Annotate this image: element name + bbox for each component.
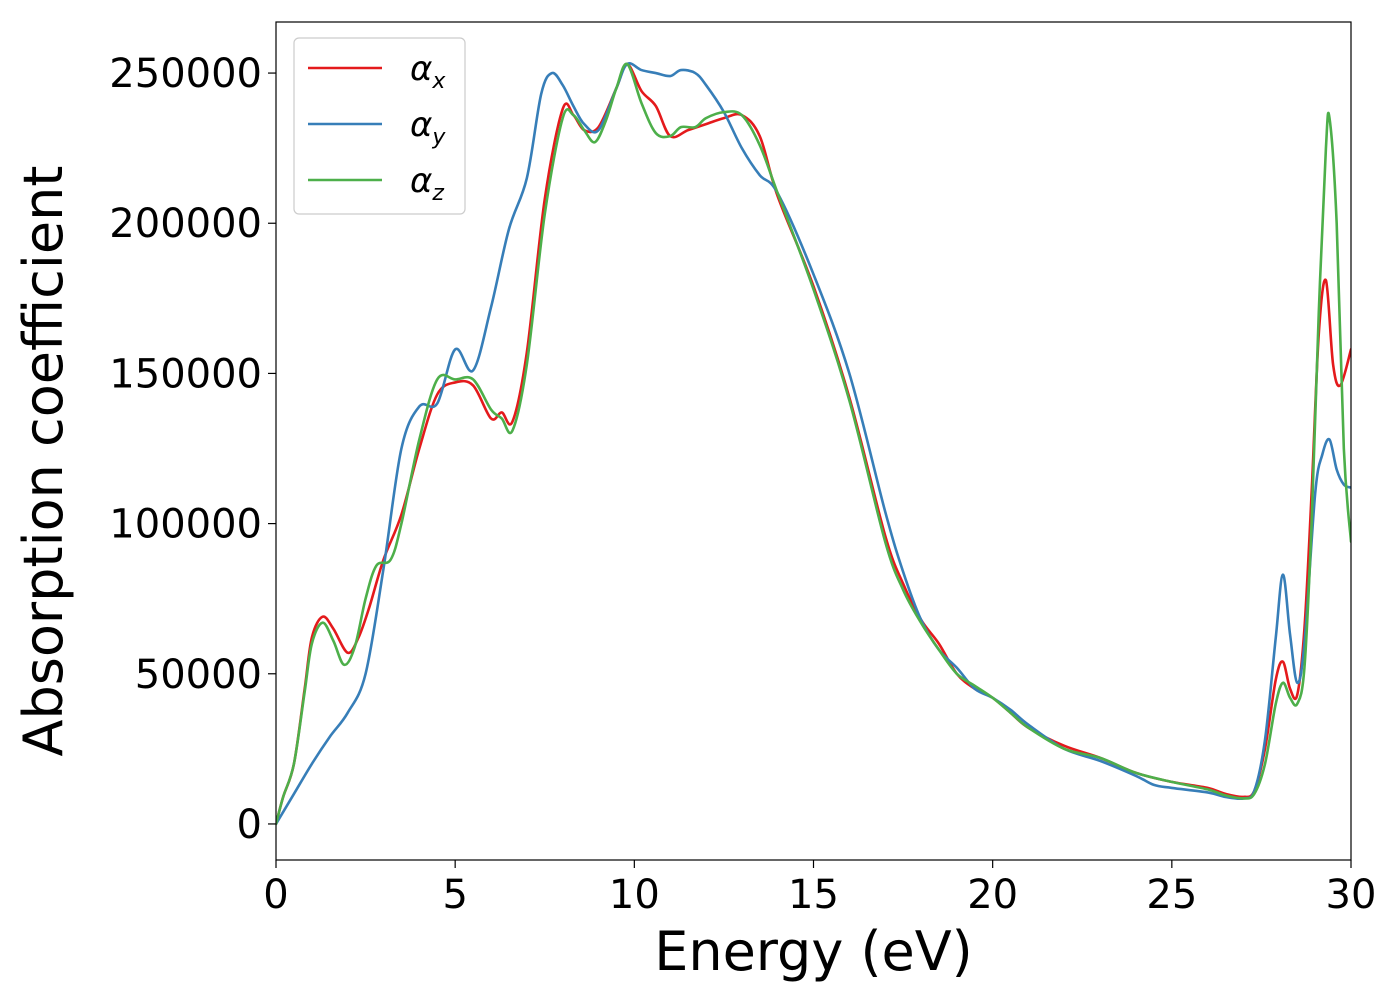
y-tick-label: 250000 [109,51,262,97]
x-tick-label: 15 [788,872,839,918]
y-tick-label: 150000 [109,351,262,397]
x-tick-label: 30 [1326,872,1377,918]
x-tick-label: 5 [442,872,467,918]
legend-label: αx [410,49,446,94]
y-tick-label: 100000 [109,502,262,548]
legend-box [293,37,466,215]
y-axis-ticks: 0 50000 100000 150000 200000 250000 [109,51,276,848]
y-tick-label: 200000 [109,201,262,247]
series-layer [276,62,1351,826]
y-axis-title: Absorption coefficient [12,166,75,757]
x-axis-title: Energy (eV) [654,920,973,983]
y-tick-label: 50000 [135,652,262,698]
x-tick-label: 25 [1146,872,1197,918]
x-axis-ticks: 0 5 10 15 20 25 30 [263,860,1376,918]
series-line-alpha-y [276,62,1351,826]
x-tick-label: 20 [967,872,1018,918]
series-line-alpha-z [276,62,1351,826]
x-tick-label: 10 [609,872,660,918]
y-tick-label: 0 [237,802,262,848]
x-tick-label: 0 [263,872,288,918]
